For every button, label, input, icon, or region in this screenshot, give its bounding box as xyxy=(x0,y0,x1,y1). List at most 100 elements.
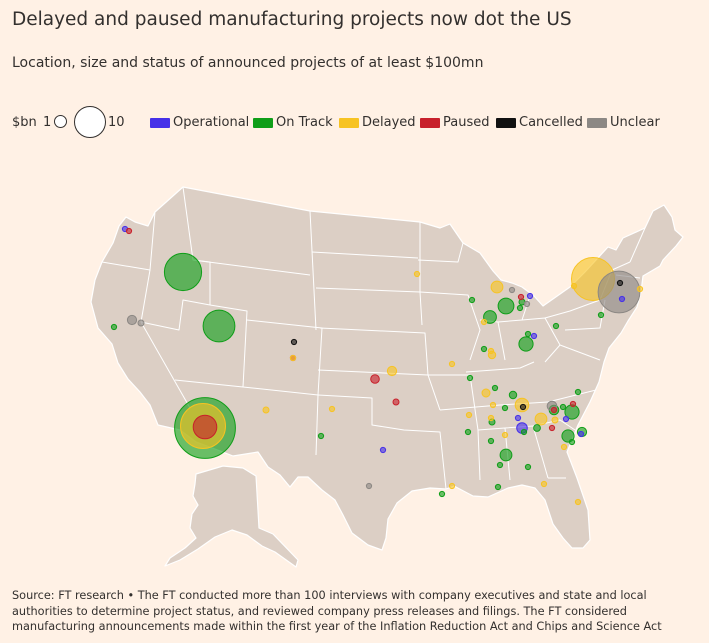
size-legend-small-circle xyxy=(54,115,67,128)
project-bubble-on-track xyxy=(438,490,446,498)
project-bubble-operational xyxy=(530,332,538,340)
project-bubble-on-track xyxy=(574,388,582,396)
project-bubble-cancelled xyxy=(290,338,298,346)
project-bubble-on-track xyxy=(497,297,515,315)
project-bubble-on-track xyxy=(524,463,532,471)
project-bubble-paused xyxy=(392,398,400,406)
project-bubble-delayed xyxy=(534,412,548,426)
size-legend: $bn 1 10 xyxy=(12,106,152,141)
legend-swatch-unclear xyxy=(587,118,607,128)
project-bubble-on-track xyxy=(202,309,236,343)
alaska xyxy=(164,465,299,568)
project-bubble-on-track xyxy=(483,310,497,324)
legend-label-operational: Operational xyxy=(173,115,250,130)
project-bubble-unclear xyxy=(508,286,516,294)
project-bubble-cancelled xyxy=(519,403,527,411)
project-bubble-on-track xyxy=(466,374,474,382)
project-bubble-delayed xyxy=(448,360,456,368)
project-bubble-on-track xyxy=(520,428,528,436)
legend: $bn 1 10 Operational On Track Delayed Pa… xyxy=(12,106,702,138)
project-bubble-delayed xyxy=(570,282,578,290)
project-bubble-on-track xyxy=(508,390,518,400)
project-bubble-delayed xyxy=(386,365,398,377)
project-bubble-on-track xyxy=(559,403,567,411)
size-legend-large-circle xyxy=(74,106,106,138)
project-bubble-delayed xyxy=(487,347,495,355)
project-bubble-operational xyxy=(526,292,534,300)
project-bubbles xyxy=(110,225,644,506)
legend-swatch-operational xyxy=(150,118,170,128)
project-bubble-operational xyxy=(577,430,585,438)
project-bubble-on-track xyxy=(480,345,488,353)
project-bubble-delayed xyxy=(489,401,497,409)
project-bubble-delayed xyxy=(490,280,504,294)
project-bubble-on-track xyxy=(464,428,472,436)
project-bubble-on-track xyxy=(317,432,325,440)
project-bubble-operational xyxy=(618,295,626,303)
project-bubble-unclear xyxy=(597,270,641,314)
project-bubble-delayed xyxy=(465,411,473,419)
project-bubble-paused xyxy=(125,227,133,235)
project-bubble-delayed xyxy=(328,405,336,413)
legend-swatch-delayed xyxy=(339,118,359,128)
size-legend-max: 10 xyxy=(108,115,125,130)
project-bubble-on-track xyxy=(110,323,118,331)
project-bubble-unclear xyxy=(137,319,145,327)
project-bubble-on-track xyxy=(516,304,524,312)
project-bubble-on-track xyxy=(468,296,476,304)
project-bubble-on-track xyxy=(501,404,509,412)
size-legend-min: 1 xyxy=(43,115,52,130)
legend-label-unclear: Unclear xyxy=(610,115,660,130)
project-bubble-unclear xyxy=(126,314,138,326)
project-bubble-operational xyxy=(514,414,522,422)
project-bubble-on-track xyxy=(494,483,502,491)
project-bubble-on-track xyxy=(568,438,576,446)
legend-label-cancelled: Cancelled xyxy=(519,115,583,130)
chart-subtitle: Location, size and status of announced p… xyxy=(12,55,484,71)
project-bubble-delayed xyxy=(448,482,456,490)
project-bubble-on-track xyxy=(487,437,495,445)
project-bubble-paused xyxy=(370,374,380,384)
project-bubble-on-track xyxy=(518,336,534,352)
source-note: Source: FT research • The FT conducted m… xyxy=(12,589,662,633)
legend-swatch-cancelled xyxy=(496,118,516,128)
state-borders xyxy=(101,186,646,490)
project-bubble-on-track xyxy=(491,384,499,392)
project-bubble-delayed xyxy=(262,406,270,414)
project-bubble-paused xyxy=(517,293,525,301)
chart-title: Delayed and paused manufacturing project… xyxy=(12,9,572,30)
project-bubble-paused xyxy=(548,424,556,432)
project-bubble-on-track xyxy=(597,311,605,319)
project-bubble-on-track xyxy=(163,252,203,292)
project-bubble-on-track xyxy=(552,322,560,330)
project-bubble-paused xyxy=(550,406,558,414)
project-bubble-on-track xyxy=(499,448,513,462)
project-bubble-delayed xyxy=(480,318,488,326)
project-bubble-delayed xyxy=(413,270,421,278)
legend-label-paused: Paused xyxy=(443,115,490,130)
project-bubble-delayed xyxy=(636,285,644,293)
project-bubble-unclear xyxy=(365,482,373,490)
project-bubble-delayed xyxy=(574,498,582,506)
project-bubble-delayed xyxy=(560,443,568,451)
legend-swatch-on-track xyxy=(253,118,273,128)
project-bubble-delayed xyxy=(481,388,491,398)
legend-label-on-track: On Track xyxy=(276,115,333,130)
legend-label-delayed: Delayed xyxy=(362,115,416,130)
land xyxy=(90,186,684,568)
project-bubble-on-track xyxy=(496,461,504,469)
size-legend-unit: $bn xyxy=(12,115,37,130)
us-mainland xyxy=(90,186,684,551)
project-bubble-paused xyxy=(192,414,218,440)
project-bubble-delayed xyxy=(289,354,297,362)
project-bubble-delayed xyxy=(540,480,548,488)
project-bubble-delayed xyxy=(501,431,509,439)
project-bubble-delayed xyxy=(487,414,495,422)
project-bubble-on-track xyxy=(524,330,532,338)
project-bubble-on-track xyxy=(533,424,541,432)
project-bubble-operational xyxy=(379,446,387,454)
project-bubble-unclear xyxy=(523,300,531,308)
project-bubble-cancelled xyxy=(616,279,624,287)
project-bubble-delayed xyxy=(551,416,559,424)
